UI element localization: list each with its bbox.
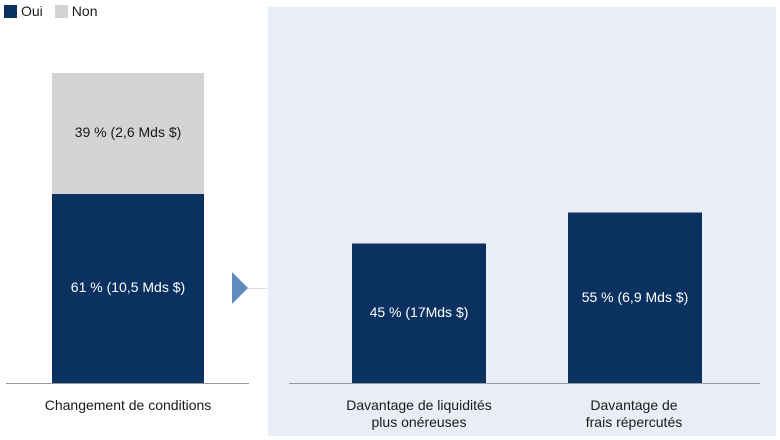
- bar-label-non: 39 % (2,6 Mds $): [74, 124, 182, 141]
- bar-oui-frais: [568, 212, 702, 383]
- bar-oui-liquidites: [352, 243, 486, 383]
- legend-item-non: Non: [54, 3, 98, 19]
- category-label-changement: Changement de conditions: [44, 397, 212, 413]
- category-label-liquidites-line2: plus onéreuses: [371, 414, 467, 430]
- bar-label-liquidites: 45 % (17Mds $): [369, 304, 469, 321]
- connector-line: [245, 288, 267, 289]
- category-label-liquidites-line1: Davantage de liquidités: [346, 397, 492, 413]
- bar-label-frais: 55 % (6,9 Mds $): [581, 288, 689, 305]
- bar-label-oui: 61 % (10,5 Mds $): [70, 279, 186, 296]
- arrow-right-icon: [232, 272, 248, 304]
- legend-swatch-non: [54, 4, 68, 18]
- legend: Oui Non: [4, 3, 109, 19]
- legend-label-oui: Oui: [21, 3, 43, 19]
- bar-oui-changement: [52, 193, 204, 383]
- category-label-liquidites: Davantage de liquidités plus onéreuses: [323, 397, 515, 431]
- category-label-frais: Davantage de frais répercutés: [540, 397, 728, 431]
- bar-non-changement: [52, 73, 204, 194]
- legend-item-oui: Oui: [4, 3, 43, 19]
- category-label-frais-line1: Davantage de: [590, 397, 678, 413]
- legend-label-non: Non: [71, 3, 98, 19]
- legend-swatch-oui: [4, 4, 17, 18]
- category-label-frais-line2: frais répercutés: [585, 414, 683, 430]
